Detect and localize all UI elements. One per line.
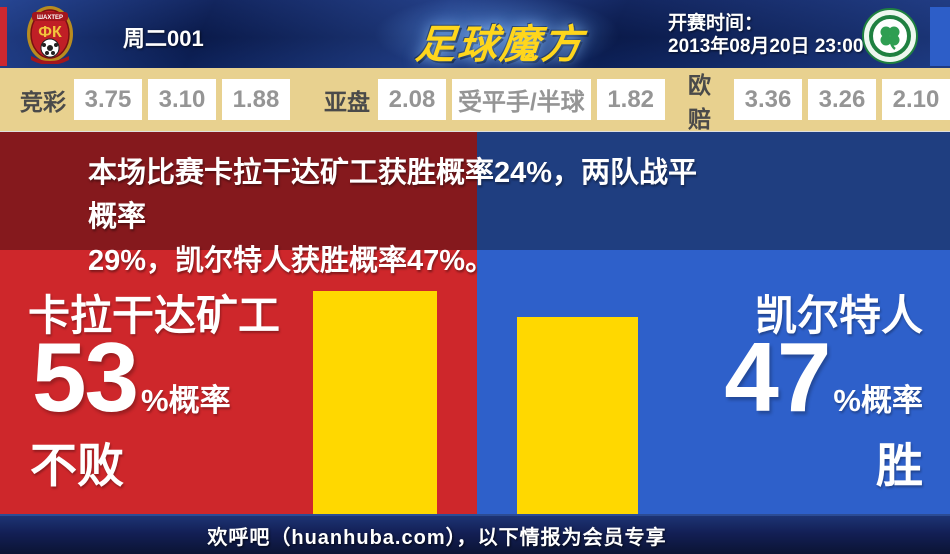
left-red-stripe <box>0 7 7 66</box>
separator-line <box>0 131 950 132</box>
odds-bar: 竞彩 3.75 3.10 1.88 亚盘 2.08 受平手/半球 1.82 欧赔… <box>0 68 950 132</box>
home-probability: 53 %概率 <box>32 328 231 426</box>
analysis-text: 本场比赛卡拉干达矿工获胜概率24%，两队战平概率 29%，凯尔特人获胜概率47%… <box>88 151 708 283</box>
home-outcome: 不败 <box>30 439 124 492</box>
analysis-line-1: 本场比赛卡拉干达矿工获胜概率24%，两队战平概率 <box>88 157 698 233</box>
right-blue-stripe <box>930 7 950 66</box>
home-team-name: 卡拉干达矿工 <box>28 292 281 339</box>
odds-value-box: 1.82 <box>596 79 665 120</box>
home-team-crest-icon: ШАХТЕР ФК <box>27 6 73 64</box>
away-dark-band <box>477 132 950 250</box>
odds-label-yapan: 亚盘 <box>324 88 370 115</box>
home-probability-unit: %概率 <box>141 383 231 418</box>
kickoff-label: 开赛时间： <box>668 13 764 34</box>
odds-handicap-box: 受平手/半球 <box>452 79 591 120</box>
odds-value-box: 3.10 <box>148 79 216 120</box>
away-outcome: 胜 <box>876 439 923 492</box>
odds-group-yapan: 亚盘 2.08 受平手/半球 1.82 <box>324 68 665 131</box>
away-probability-unit: %概率 <box>833 383 923 418</box>
away-team-crest-icon <box>862 8 918 64</box>
svg-text:ФК: ФК <box>38 24 62 41</box>
odds-value-box: 2.08 <box>378 79 446 120</box>
analysis-line-2: 29%，凯尔特人获胜概率47%。 <box>88 245 495 277</box>
odds-group-jingcai: 竞彩 3.75 3.10 1.88 <box>20 68 290 131</box>
home-probability-bar <box>313 291 437 514</box>
match-header: ШАХТЕР ФК 周二001 足球魔方 开赛时间： 2013年08月20日 2… <box>0 0 950 68</box>
odds-value-box: 3.26 <box>808 79 876 120</box>
svg-text:ШАХТЕР: ШАХТЕР <box>37 15 63 21</box>
odds-group-oupei: 欧赔 3.36 3.26 2.10 <box>688 68 950 132</box>
match-number-label: 周二001 <box>123 26 204 51</box>
odds-value-box: 3.75 <box>74 79 142 120</box>
probability-panel: 本场比赛卡拉干达矿工获胜概率24%，两队战平概率 29%，凯尔特人获胜概率47%… <box>0 132 950 514</box>
odds-value-box: 1.88 <box>222 79 290 120</box>
kickoff-datetime: 2013年08月20日 23:00 <box>668 36 864 57</box>
odds-value-box: 3.36 <box>734 79 802 120</box>
odds-label-oupei: 欧赔 <box>688 71 711 132</box>
home-probability-value: 53 <box>32 322 139 432</box>
home-dark-band <box>0 132 477 250</box>
brand-logo: 足球魔方 <box>413 23 586 67</box>
footer-bar: 欢呼吧（huanhuba.com），以下情报为会员专享 <box>0 514 950 554</box>
footer-text: 欢呼吧（huanhuba.com），以下情报为会员专享 <box>207 526 667 549</box>
odds-value-box: 2.10 <box>882 79 950 120</box>
away-probability: 47 %概率 <box>724 328 923 426</box>
odds-label-jingcai: 竞彩 <box>20 88 66 115</box>
away-team-name: 凯尔特人 <box>754 292 923 339</box>
kickoff-time: 开赛时间： 2013年08月20日 23:00 <box>668 12 863 58</box>
away-probability-bar <box>517 317 638 514</box>
away-probability-value: 47 <box>724 322 831 432</box>
